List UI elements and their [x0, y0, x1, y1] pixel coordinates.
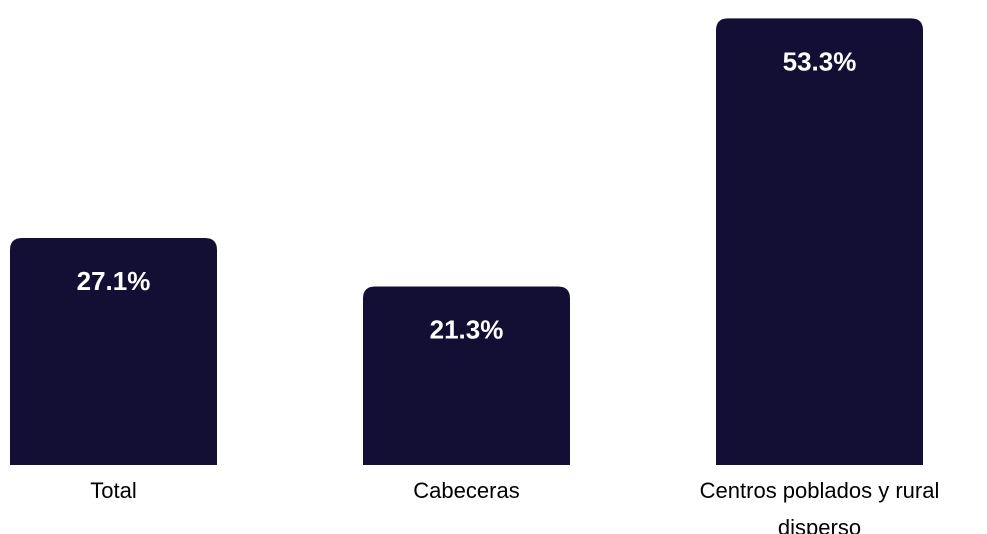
bar-cabeceras [363, 286, 570, 465]
bar-total [10, 237, 217, 465]
value-labels-group: 27.1% 21.3% 53.3% [77, 46, 857, 344]
value-label-cabeceras: 21.3% [430, 315, 504, 345]
value-label-centros-poblados-y-rural-disperso: 53.3% [783, 46, 857, 76]
value-label-total: 27.1% [77, 266, 151, 296]
category-label-centros-poblados-y-rural-disperso: Centros poblados y rural disperso [700, 478, 940, 534]
category-label-line: Total [90, 478, 136, 503]
category-label-total: Total [90, 478, 136, 503]
bar-centros-poblados-y-rural-disperso [716, 18, 923, 465]
category-label-line: disperso [778, 515, 861, 534]
category-label-line: Cabeceras [413, 478, 519, 503]
category-label-cabeceras: Cabeceras [413, 478, 519, 503]
bars-group [10, 18, 923, 465]
category-label-line: Centros poblados y rural [700, 478, 940, 503]
category-labels-group: Total Cabeceras Centros poblados y rural di… [90, 478, 939, 534]
